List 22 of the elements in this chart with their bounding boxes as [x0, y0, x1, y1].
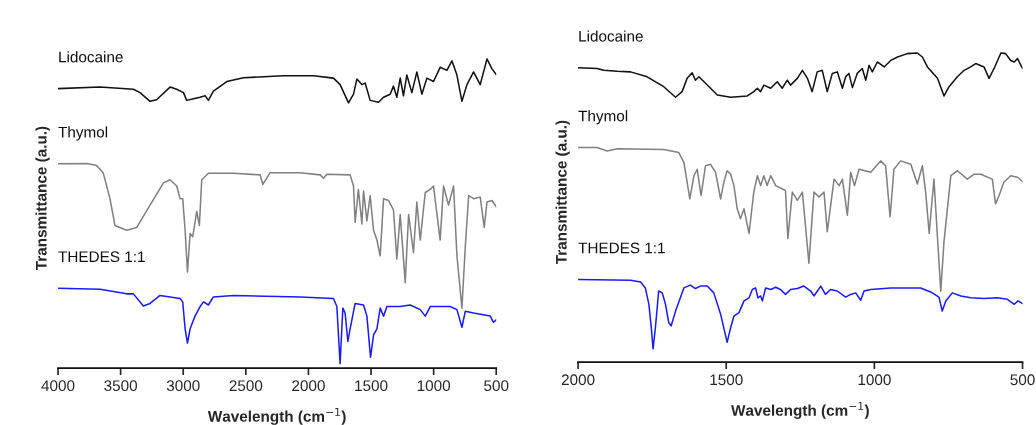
series-label: Thymol	[58, 126, 108, 141]
x-tick-label: 1000	[858, 374, 891, 386]
x-axis-title: Wavelength (cm$^{−1}$)	[207, 407, 346, 425]
x-axis-title: Wavelength (cm$^{−1}$)	[731, 402, 869, 419]
x-tick-label: 1500	[710, 374, 743, 386]
x-tick-label: 2000	[561, 374, 595, 386]
series-label: Lidocaine	[579, 30, 643, 42]
x-tick-label: 4000	[41, 380, 75, 392]
y-axis-title: Transmittance (a.u.)	[555, 120, 570, 265]
x-tick-label: 1500	[355, 380, 388, 392]
x-tick-label: 500	[1010, 374, 1035, 386]
x-tick-label: 1000	[417, 380, 451, 392]
x-tick-label: 2500	[229, 380, 263, 392]
series-label: Thymol	[578, 110, 628, 125]
x-tick-label: 2000	[292, 380, 325, 392]
x-tick-label: 3000	[166, 380, 200, 392]
series-label: THEDES 1:1	[578, 242, 665, 254]
series-label: Lidocaine	[59, 51, 123, 63]
x-tick-label: 3500	[104, 380, 138, 392]
y-axis-title: Transmittance (a.u.)	[35, 126, 50, 271]
x-tick-label: 500	[484, 380, 509, 392]
series-label: THEDES 1:1	[58, 251, 145, 263]
